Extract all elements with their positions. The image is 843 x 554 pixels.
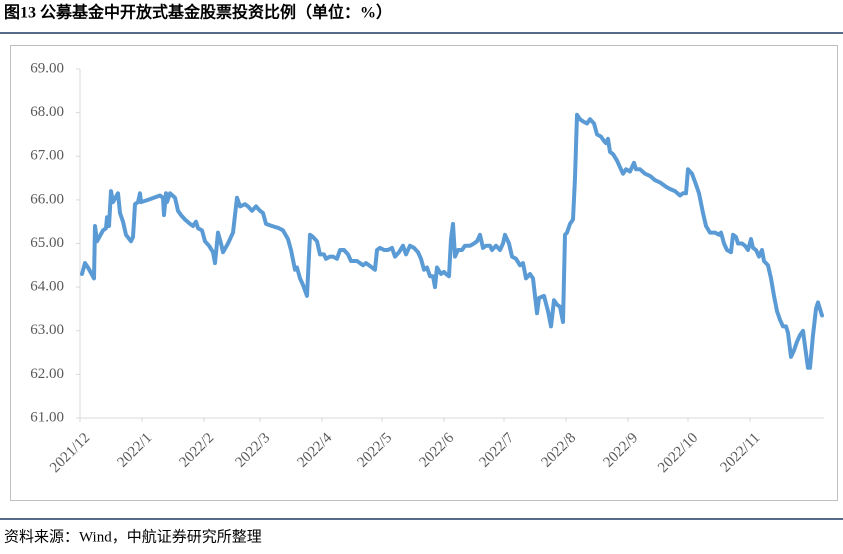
y-tick-label: 66.00 [30,191,64,207]
y-tick-label: 69.00 [30,60,64,76]
x-tick-label: 2022/2 [176,430,217,471]
x-tick-label: 2022/3 [232,430,273,471]
x-tick-label: 2022/10 [655,430,701,476]
y-tick-label: 61.00 [30,409,64,425]
data-line [80,112,824,370]
x-tick-label: 2022/4 [294,430,335,471]
x-tick-label: 2022/6 [416,430,457,471]
plot-frame [10,45,838,501]
y-tick-label: 63.00 [30,322,64,338]
x-tick-label: 2022/9 [600,430,641,471]
y-tick-label: 64.00 [30,279,64,295]
x-tick-label: 2022/8 [538,430,579,471]
x-tick-label: 2022/7 [476,430,517,471]
y-tick-label: 62.00 [30,366,64,382]
source-note: 资料来源：Wind，中航证券研究所整理 [4,528,262,545]
x-tick-label: 2022/1 [114,430,155,471]
y-tick-label: 68.00 [30,104,64,120]
chart-title: 图13 公募基金中开放式基金股票投资比例（单位：%） [4,3,392,22]
x-tick-label: 2022/5 [354,430,395,471]
y-tick-label: 65.00 [30,235,64,251]
y-tick-label: 67.00 [30,148,64,164]
x-tick-label: 2022/11 [718,430,764,476]
x-tick-label: 2021/12 [47,430,93,476]
